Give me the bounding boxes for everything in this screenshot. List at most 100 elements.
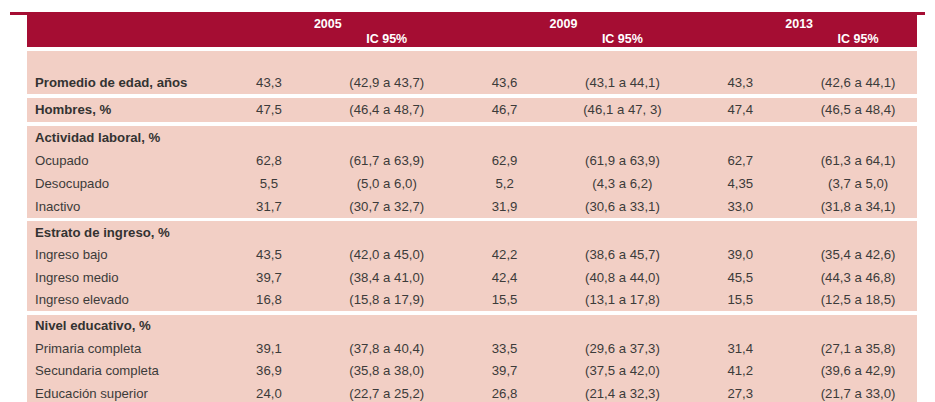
section-actividad-laboral: Actividad laboral, % Ocupado 62,8 (61,7 …: [27, 126, 917, 218]
cell-value-2005: 5,5: [210, 176, 328, 191]
table-row: Inactivo 31,7 (30,7 a 32,7) 31,9 (30,6 a…: [27, 195, 917, 218]
cell-value-2013: 39,0: [681, 247, 799, 262]
cell-value-2009: 5,2: [446, 176, 564, 191]
table-row: Ingreso bajo 43,5 (42,0 a 45,0) 42,2 (38…: [27, 244, 917, 267]
table-row: Educación superior 24,0 (22,7 a 25,2) 26…: [27, 382, 917, 402]
cell-value-2009: 31,9: [446, 199, 564, 214]
cell-ic-2009: (40,8 a 44,0): [564, 270, 682, 285]
cell-value-2005: 62,8: [210, 153, 328, 168]
row-label: Ocupado: [27, 153, 210, 168]
cell-ic-2005: (37,8 a 40,4): [328, 341, 446, 356]
cell-ic-2005: (42,0 a 45,0): [328, 247, 446, 262]
cell-ic-2005: (30,7 a 32,7): [328, 199, 446, 214]
section-nivel-educativo: Nivel educativo, % Primaria completa 39,…: [27, 315, 917, 402]
year-group-2013: 2013 IC 95%: [681, 15, 917, 47]
cell-value-2009: 62,9: [446, 153, 564, 168]
header-label-spacer: [27, 15, 210, 47]
cell-value-2005: 36,9: [210, 363, 328, 378]
cell-value-2009: 42,4: [446, 270, 564, 285]
cell-ic-2009: (30,6 a 33,1): [564, 199, 682, 214]
cell-value-2009: 43,6: [446, 75, 564, 90]
cell-ic-2009: (46,1 a 47, 3): [564, 102, 682, 117]
ic95-column-header: IC 95%: [563, 32, 681, 46]
ic95-column-header: IC 95%: [328, 32, 446, 46]
cell-value-2013: 31,4: [681, 341, 799, 356]
cell-value-2005: 24,0: [210, 386, 328, 401]
section-promedio-edad: Promedio de edad, años 43,3 (42,9 a 43,7…: [27, 51, 917, 95]
cell-value-2013: 47,4: [681, 102, 799, 117]
year-label: 2013: [681, 17, 917, 32]
table-row: Primaria completa 39,1 (37,8 a 40,4) 33,…: [27, 337, 917, 360]
cell-value-2013: 43,3: [681, 75, 799, 90]
cell-value-2009: 46,7: [446, 102, 564, 117]
ic95-column-header: IC 95%: [799, 32, 917, 46]
cell-value-2005: 16,8: [210, 292, 328, 307]
year-label: 2005: [210, 17, 446, 32]
section-title: Actividad laboral, %: [27, 130, 210, 145]
cell-ic-2013: (3,7 a 5,0): [799, 176, 917, 191]
cell-value-2013: 62,7: [681, 153, 799, 168]
cell-ic-2013: (46,5 a 48,4): [799, 102, 917, 117]
table-row: Ocupado 62,8 (61,7 a 63,9) 62,9 (61,9 a …: [27, 149, 917, 172]
table-header-row: 2005 IC 95% 2009 IC 95% 2013 IC 95%: [27, 15, 917, 47]
cell-value-2009: 42,2: [446, 247, 564, 262]
cell-value-2005: 43,5: [210, 247, 328, 262]
section-header-row: Actividad laboral, %: [27, 126, 917, 149]
table-row: Promedio de edad, años 43,3 (42,9 a 43,7…: [27, 70, 917, 94]
cell-value-2013: 15,5: [681, 292, 799, 307]
cell-value-2009: 33,5: [446, 341, 564, 356]
cell-ic-2009: (61,9 a 63,9): [564, 153, 682, 168]
cell-ic-2013: (61,3 a 64,1): [799, 153, 917, 168]
table-row: Desocupado 5,5 (5,0 a 6,0) 5,2 (4,3 a 6,…: [27, 172, 917, 195]
row-label: Ingreso bajo: [27, 247, 210, 262]
cell-value-2005: 47,5: [210, 102, 328, 117]
year-label: 2009: [446, 17, 682, 32]
cell-value-2005: 39,7: [210, 270, 328, 285]
cell-ic-2013: (31,8 a 34,1): [799, 199, 917, 214]
cell-value-2009: 26,8: [446, 386, 564, 401]
cell-ic-2009: (43,1 a 44,1): [564, 75, 682, 90]
cell-ic-2009: (38,6 a 45,7): [564, 247, 682, 262]
cell-ic-2005: (61,7 a 63,9): [328, 153, 446, 168]
cell-ic-2013: (39,6 a 42,9): [799, 363, 917, 378]
cell-value-2013: 45,5: [681, 270, 799, 285]
cell-ic-2013: (42,6 a 44,1): [799, 75, 917, 90]
statistics-table: 2005 IC 95% 2009 IC 95% 2013 IC 95% Prom…: [27, 15, 917, 402]
cell-ic-2009: (37,5 a 42,0): [564, 363, 682, 378]
year-group-2009: 2009 IC 95%: [446, 15, 682, 47]
section-title: Nivel educativo, %: [27, 318, 210, 333]
cell-ic-2005: (46,4 a 48,7): [328, 102, 446, 117]
section-header-row: Estrato de ingreso, %: [27, 221, 917, 244]
cell-ic-2013: (21,7 a 33,0): [799, 386, 917, 401]
cell-ic-2013: (27,1 a 35,8): [799, 341, 917, 356]
cell-ic-2013: (12,5 a 18,5): [799, 292, 917, 307]
year-group-2005: 2005 IC 95%: [210, 15, 446, 47]
cell-ic-2009: (29,6 a 37,3): [564, 341, 682, 356]
section-header-row: Nivel educativo, %: [27, 315, 917, 338]
cell-ic-2005: (22,7 a 25,2): [328, 386, 446, 401]
cell-value-2013: 41,2: [681, 363, 799, 378]
cell-value-2009: 39,7: [446, 363, 564, 378]
row-label: Ingreso elevado: [27, 292, 210, 307]
cell-ic-2009: (21,4 a 32,3): [564, 386, 682, 401]
section-estrato-ingreso: Estrato de ingreso, % Ingreso bajo 43,5 …: [27, 221, 917, 311]
row-label: Secundaria completa: [27, 363, 210, 378]
table-row: Hombres, % 47,5 (46,4 a 48,7) 46,7 (46,1…: [27, 98, 917, 123]
row-label: Hombres, %: [27, 102, 210, 117]
cell-value-2013: 27,3: [681, 386, 799, 401]
cell-ic-2005: (15,8 a 17,9): [328, 292, 446, 307]
cell-value-2013: 33,0: [681, 199, 799, 214]
table-row: Ingreso medio 39,7 (38,4 a 41,0) 42,4 (4…: [27, 266, 917, 289]
cell-ic-2013: (44,3 a 46,8): [799, 270, 917, 285]
cell-value-2005: 43,3: [210, 75, 328, 90]
cell-value-2009: 15,5: [446, 292, 564, 307]
table-row: Secundaria completa 36,9 (35,8 a 38,0) 3…: [27, 360, 917, 383]
cell-value-2013: 4,35: [681, 176, 799, 191]
cell-ic-2005: (35,8 a 38,0): [328, 363, 446, 378]
cell-value-2005: 39,1: [210, 341, 328, 356]
row-label: Ingreso medio: [27, 270, 210, 285]
cell-ic-2013: (35,4 a 42,6): [799, 247, 917, 262]
row-label: Primaria completa: [27, 341, 210, 356]
row-label: Educación superior: [27, 386, 210, 401]
cell-ic-2005: (42,9 a 43,7): [328, 75, 446, 90]
